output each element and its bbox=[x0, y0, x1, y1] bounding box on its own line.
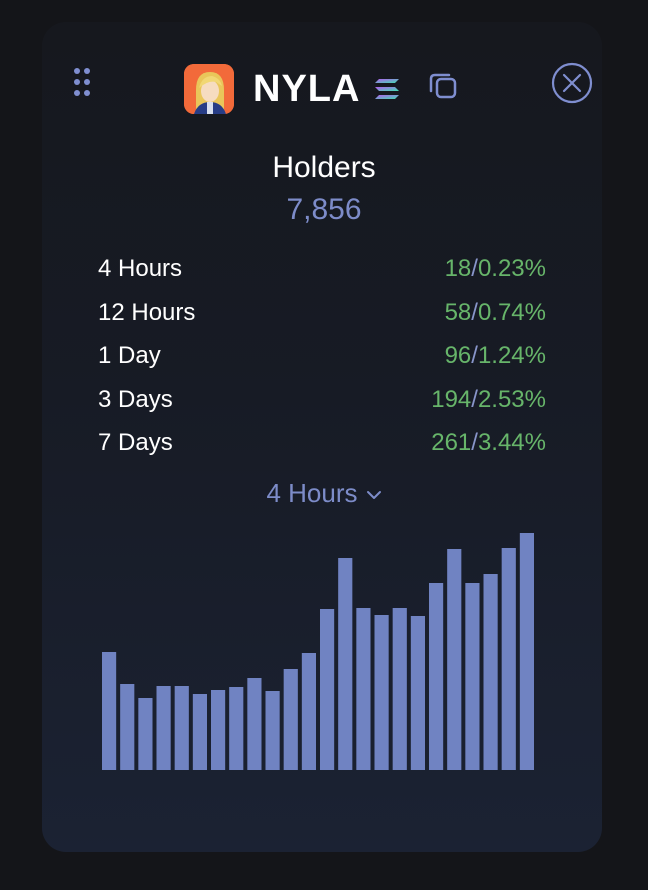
stat-row-4-hours: 4 Hours 18/0.23% bbox=[98, 252, 546, 296]
chart-bar-18 bbox=[410, 616, 425, 770]
stat-count: 194 bbox=[431, 385, 472, 413]
chart-bar-11 bbox=[283, 669, 298, 770]
stat-count: 96 bbox=[444, 342, 472, 369]
chart-bar-15 bbox=[356, 608, 371, 770]
holders-title: Holders bbox=[272, 151, 376, 184]
chart-bar-20 bbox=[447, 549, 462, 770]
stat-label: 7 Days bbox=[98, 429, 173, 456]
chart-bar-1 bbox=[102, 652, 117, 770]
chart-bar-23 bbox=[501, 548, 516, 770]
close-circle-icon[interactable] bbox=[551, 62, 593, 104]
chart-bar-17 bbox=[392, 608, 407, 770]
stat-label: 1 Day bbox=[98, 342, 161, 369]
holder-change-list: 4 Hours 18/0.23% 12 Hours 58/0.74% 1 Day… bbox=[98, 252, 546, 470]
stat-percent: 0.74% bbox=[477, 298, 546, 326]
chart-bar-9 bbox=[247, 678, 262, 770]
stat-row-7-days: 7 Days 261/3.44% bbox=[98, 426, 546, 470]
stat-percent: 0.23% bbox=[477, 255, 546, 282]
stat-value: 194/2.53% bbox=[431, 385, 546, 413]
stat-count: 18 bbox=[444, 255, 472, 282]
stat-percent: 2.53% bbox=[477, 385, 546, 413]
chart-bar-13 bbox=[320, 609, 335, 770]
chart-bar-2 bbox=[120, 684, 135, 770]
period-select[interactable]: 4 Hours bbox=[0, 476, 648, 510]
stat-value: 96/1.24% bbox=[444, 342, 546, 369]
chart-bar-14 bbox=[338, 558, 353, 770]
stat-value: 58/0.74% bbox=[444, 298, 546, 326]
chart-bar-12 bbox=[301, 653, 316, 770]
stat-count: 261 bbox=[431, 429, 472, 456]
stat-percent: 1.24% bbox=[477, 342, 546, 369]
stat-row-12-hours: 12 Hours 58/0.74% bbox=[98, 296, 546, 340]
chart-bar-7 bbox=[211, 690, 226, 770]
stat-percent: 3.44% bbox=[477, 429, 546, 456]
chart-bar-24 bbox=[519, 533, 534, 770]
stat-count: 58 bbox=[444, 298, 472, 326]
stat-row-1-day: 1 Day 96/1.24% bbox=[98, 339, 546, 383]
stat-value: 18/0.23% bbox=[444, 255, 546, 282]
holders-count: 7,856 bbox=[286, 193, 362, 226]
holders-bar-chart bbox=[102, 533, 534, 770]
token-avatar bbox=[184, 64, 234, 114]
chart-bar-16 bbox=[374, 615, 389, 770]
chart-bar-3 bbox=[138, 698, 153, 770]
chart-bar-8 bbox=[229, 687, 244, 770]
stat-label: 12 Hours bbox=[98, 298, 196, 326]
stat-label: 3 Days bbox=[98, 385, 173, 413]
chart-bar-10 bbox=[265, 691, 280, 770]
chart-bar-4 bbox=[156, 686, 171, 770]
grip-dots-icon[interactable] bbox=[72, 66, 92, 100]
chart-bar-6 bbox=[192, 694, 207, 770]
stat-row-3-days: 3 Days 194/2.53% bbox=[98, 383, 546, 427]
copy-icon[interactable] bbox=[428, 70, 458, 100]
stat-value: 261/3.44% bbox=[431, 429, 546, 456]
token-name: NYLA bbox=[253, 68, 361, 110]
chart-bar-19 bbox=[429, 583, 444, 770]
stat-label: 4 Hours bbox=[98, 255, 183, 282]
chevron-down-icon bbox=[366, 491, 381, 500]
chart-bar-21 bbox=[465, 583, 480, 770]
solana-icon bbox=[375, 79, 399, 99]
panel-header: NYLA bbox=[0, 62, 648, 114]
chart-bar-22 bbox=[483, 574, 498, 770]
period-select-label: 4 Hours bbox=[266, 478, 358, 508]
chart-bar-5 bbox=[174, 686, 189, 770]
